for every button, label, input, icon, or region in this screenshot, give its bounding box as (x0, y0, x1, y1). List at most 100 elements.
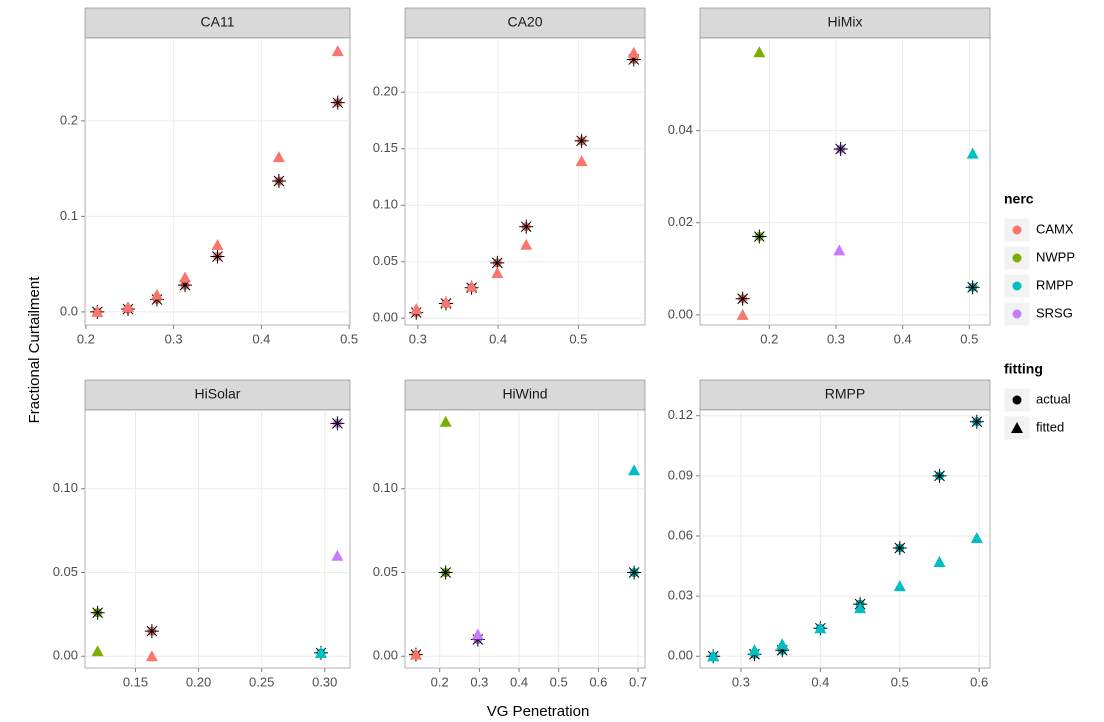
x-tick-label: 0.4 (894, 331, 912, 346)
point (439, 296, 452, 308)
y-tick-label: 0.0 (60, 303, 78, 318)
point (91, 645, 104, 657)
y-tick-label: 0.10 (373, 197, 398, 212)
point (121, 301, 134, 313)
legend-label: RMPP (1036, 277, 1074, 292)
x-tick-label: 0.6 (589, 674, 607, 689)
point (833, 244, 846, 256)
y-tick-label: 0.15 (373, 140, 398, 155)
x-tick-label: 0.4 (510, 674, 528, 689)
y-tick-label: 0.06 (668, 527, 693, 542)
point (933, 556, 946, 568)
legend-label: NWPP (1036, 249, 1075, 264)
legend-label: fitted (1036, 419, 1064, 434)
legend-title: nerc (1004, 191, 1034, 207)
x-axis-title: VG Penetration (487, 703, 590, 720)
point (893, 580, 906, 592)
y-tick-label: 0.00 (668, 306, 693, 321)
y-tick-label: 0.10 (373, 480, 398, 495)
legend-symbol (1012, 253, 1022, 263)
point (439, 415, 452, 427)
x-tick-label: 0.7 (629, 674, 647, 689)
x-tick-label: 0.2 (760, 331, 778, 346)
asterisk (438, 565, 453, 580)
strip-title: CA11 (201, 14, 235, 30)
legend-symbol (1012, 225, 1022, 235)
point (707, 650, 720, 662)
y-tick-label: 0.10 (53, 480, 78, 495)
point (575, 155, 588, 167)
x-tick-label: 0.15 (123, 674, 148, 689)
strip (404, 379, 646, 411)
legend-label: actual (1036, 391, 1071, 406)
y-tick-label: 0.12 (668, 407, 693, 422)
x-tick-label: 0.3 (165, 331, 183, 346)
strip-title: HiMix (828, 14, 863, 30)
y-tick-label: 0.03 (668, 588, 693, 603)
point (814, 622, 827, 634)
asterisk (965, 280, 980, 295)
legend-symbol (1012, 309, 1022, 319)
x-tick-label: 0.3 (409, 331, 427, 346)
asterisk (210, 249, 225, 264)
point (150, 288, 163, 300)
asterisk (519, 219, 534, 234)
y-tick-label: 0.02 (668, 214, 693, 229)
panel (84, 37, 351, 326)
legend-label: SRSG (1036, 305, 1073, 320)
point (211, 239, 224, 251)
asterisk (178, 278, 193, 293)
y-tick-label: 0.04 (668, 122, 693, 137)
x-tick-label: 0.4 (489, 331, 507, 346)
strip (699, 379, 991, 411)
point (491, 267, 504, 279)
strip-title: HiWind (502, 386, 547, 402)
legend-label: CAMX (1036, 221, 1074, 236)
y-tick-label: 0.2 (60, 112, 78, 127)
strip (404, 7, 646, 39)
y-tick-label: 0.09 (668, 467, 693, 482)
point (736, 308, 749, 320)
x-tick-label: 0.3 (470, 674, 488, 689)
point (410, 303, 423, 315)
asterisk (330, 416, 345, 431)
y-tick-label: 0.20 (373, 84, 398, 99)
x-tick-label: 0.5 (891, 674, 909, 689)
x-tick-label: 0.5 (340, 331, 358, 346)
legend-symbol (1011, 422, 1023, 433)
panel (699, 409, 991, 669)
point (970, 531, 983, 543)
x-tick-label: 0.2 (431, 674, 449, 689)
y-tick-label: 0.05 (373, 564, 398, 579)
point (91, 305, 104, 317)
x-tick-label: 0.2 (77, 331, 95, 346)
strip-title: HiSolar (195, 386, 241, 402)
point (628, 464, 641, 476)
y-tick-label: 0.00 (373, 648, 398, 663)
point (331, 45, 344, 57)
asterisk (932, 468, 947, 483)
asterisk (627, 565, 642, 580)
y-tick-label: 0.00 (53, 648, 78, 663)
asterisk (574, 133, 589, 148)
x-tick-label: 0.4 (811, 674, 829, 689)
x-tick-label: 0.20 (186, 674, 211, 689)
strip (699, 7, 991, 39)
point (471, 628, 484, 640)
panel (404, 37, 646, 326)
panel (404, 409, 646, 669)
strip (84, 379, 351, 411)
x-tick-label: 0.5 (550, 674, 568, 689)
point (753, 46, 766, 58)
point (331, 549, 344, 561)
point (465, 280, 478, 292)
strip-title: CA20 (507, 14, 542, 30)
point (145, 650, 158, 662)
x-tick-label: 0.4 (252, 331, 270, 346)
point (409, 648, 422, 660)
x-tick-label: 0.5 (960, 331, 978, 346)
y-tick-label: 0.05 (373, 253, 398, 268)
point (179, 271, 192, 283)
x-tick-label: 0.6 (970, 674, 988, 689)
